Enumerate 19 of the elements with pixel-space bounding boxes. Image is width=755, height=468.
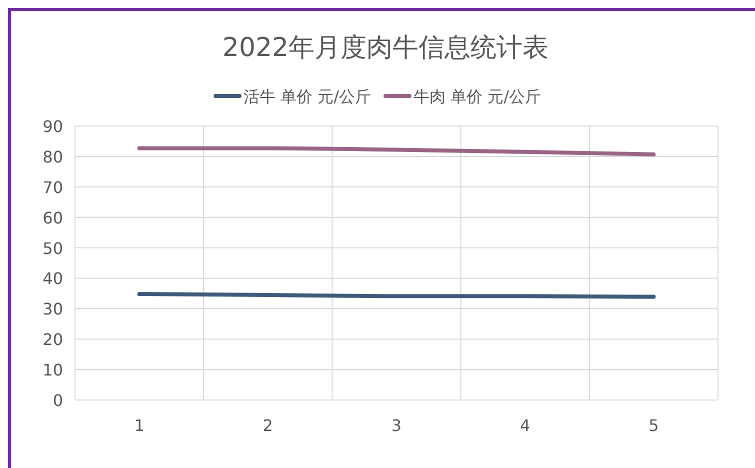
x-tick-label: 1 — [134, 416, 144, 435]
x-tick-label: 2 — [262, 416, 273, 435]
chart-title: 2022年月度肉牛信息统计表 — [222, 33, 549, 63]
y-tick-label: 70 — [42, 178, 63, 197]
y-tick-label: 90 — [42, 117, 63, 136]
x-tick-label: 4 — [520, 416, 530, 435]
y-tick-label: 20 — [42, 330, 63, 350]
y-tick-label: 30 — [42, 300, 63, 319]
legend-label: 活牛 单价 元/公斤 — [244, 87, 372, 106]
y-tick-label: 80 — [42, 147, 63, 166]
y-tick-label: 60 — [42, 208, 63, 228]
line-series — [137, 146, 656, 156]
x-tick-label: 5 — [648, 416, 659, 435]
y-tick-label: 10 — [42, 360, 63, 380]
x-tick-label: 3 — [391, 416, 402, 435]
y-tick-label: 50 — [42, 238, 63, 258]
y-tick-label: 0 — [52, 391, 63, 410]
legend-label: 牛肉 单价 元/公斤 — [414, 87, 542, 106]
y-tick-label: 40 — [42, 269, 63, 288]
